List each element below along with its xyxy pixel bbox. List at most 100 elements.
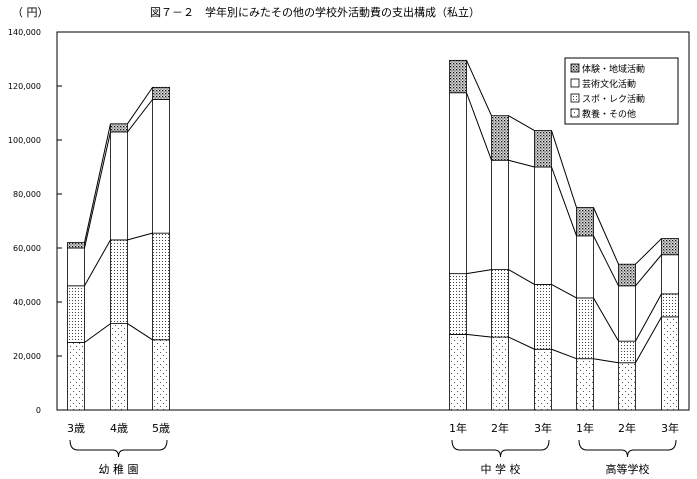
y-axis-unit-label: （ 円）	[12, 6, 49, 19]
connector-line	[635, 293, 662, 342]
legend-swatch	[570, 93, 580, 103]
bar-segment	[110, 239, 128, 324]
bar-segment	[449, 59, 467, 94]
group-label: 幼 稚 園	[99, 463, 139, 476]
legend-swatch	[570, 63, 580, 73]
bar-segment	[576, 297, 594, 360]
connector-line	[551, 284, 577, 299]
legend-label: 体験・地域活動	[582, 63, 645, 75]
x-tick-label: 2年	[618, 421, 636, 435]
legend-swatch	[570, 78, 580, 88]
bar-segment	[618, 362, 636, 411]
x-tick-label: 1年	[449, 421, 467, 435]
bar-segment	[491, 336, 509, 411]
bar-segment	[534, 130, 552, 168]
y-tick-label: 80,000	[13, 190, 41, 199]
bar-segment	[152, 99, 170, 234]
connector-line	[508, 115, 535, 131]
series-connector-lines	[84, 60, 662, 364]
y-tick-label: 140,000	[8, 28, 41, 37]
x-tick-label: 3年	[534, 421, 552, 435]
bar-segment	[449, 92, 467, 275]
legend-swatch	[570, 108, 580, 118]
connector-line	[635, 316, 662, 363]
connector-line	[593, 297, 619, 342]
x-tick-label: 3年	[661, 421, 679, 435]
connector-line	[466, 60, 492, 116]
group-label: 高等学校	[606, 462, 650, 476]
y-tick-label: 100,000	[8, 136, 41, 145]
group-bracket	[69, 439, 168, 458]
connector-line	[593, 358, 619, 364]
connector-line	[84, 239, 111, 287]
connector-line	[84, 123, 111, 243]
group-bracket	[578, 439, 677, 458]
connector-line	[84, 323, 111, 343]
bar-segment	[449, 273, 467, 335]
bar-segment	[152, 339, 170, 411]
bar-segment	[110, 131, 128, 241]
group-label: 中 学 校	[481, 462, 521, 476]
x-tick-label: 3歳	[67, 422, 85, 435]
bar-segment	[491, 269, 509, 338]
x-tick-label: 4歳	[110, 422, 128, 435]
y-tick-label: 60,000	[13, 244, 41, 253]
connector-line	[84, 131, 111, 249]
bar-segment	[576, 235, 594, 299]
connector-line	[593, 207, 619, 265]
bar-segment	[110, 323, 128, 411]
connector-line	[593, 235, 619, 287]
y-axis: 0 20,000 40,000 60,000 80,000 100,000 120,000 1…	[8, 28, 62, 415]
connector-line	[127, 87, 153, 125]
bar-segment	[491, 115, 509, 161]
connector-line	[508, 269, 535, 285]
connector-line	[508, 159, 535, 168]
connector-line	[508, 336, 535, 350]
bar-segment	[661, 293, 679, 318]
bar-segment	[534, 166, 552, 285]
group-bracket	[451, 439, 550, 458]
bars	[67, 59, 679, 411]
x-tick-label: 1年	[576, 421, 594, 435]
y-tick-label: 20,000	[13, 352, 41, 361]
connector-line	[551, 348, 577, 360]
connector-line	[551, 166, 577, 237]
bar-segment	[491, 159, 509, 270]
bar-segment	[618, 285, 636, 342]
connector-line	[466, 269, 492, 275]
bar-segment	[110, 123, 128, 133]
bar-segment	[534, 348, 552, 411]
connector-line	[551, 130, 577, 208]
plot-frame	[56, 31, 690, 411]
bar-segment	[67, 247, 85, 287]
bar-segment	[618, 263, 636, 287]
bar-segment	[67, 242, 85, 249]
bar-segment	[661, 316, 679, 411]
legend-label: スポ・レク活動	[582, 93, 645, 105]
bar-segment	[534, 284, 552, 350]
x-tick-label: 2年	[491, 421, 509, 435]
bar-segment	[152, 86, 170, 100]
x-tick-label: 5歳	[152, 422, 170, 435]
connector-line	[466, 92, 492, 161]
legend-box	[564, 57, 679, 125]
bar-segment	[576, 358, 594, 411]
x-axis: 3歳 4歳 5歳 1年 2年 3年 1年 2年 3年	[67, 421, 679, 435]
y-tick-label: 0	[36, 406, 41, 415]
bar-segment	[449, 333, 467, 411]
legend-label: 芸術文化活動	[582, 78, 636, 90]
legend-label: 教養・その他	[582, 108, 636, 120]
connector-line	[127, 99, 153, 133]
chart-title: 図７－２ 学年別にみたその他の学校外活動費の支出構成（私立）	[150, 5, 480, 19]
connector-line	[127, 232, 153, 241]
connector-line	[635, 238, 662, 265]
bar-segment	[152, 232, 170, 341]
category-groups: 幼 稚 園 中 学 校 高等学校	[69, 439, 677, 476]
connector-line	[466, 333, 492, 338]
bar-segment	[67, 342, 85, 411]
bar-segment	[661, 238, 679, 256]
y-tick-label: 40,000	[13, 298, 41, 307]
connector-line	[635, 254, 662, 287]
